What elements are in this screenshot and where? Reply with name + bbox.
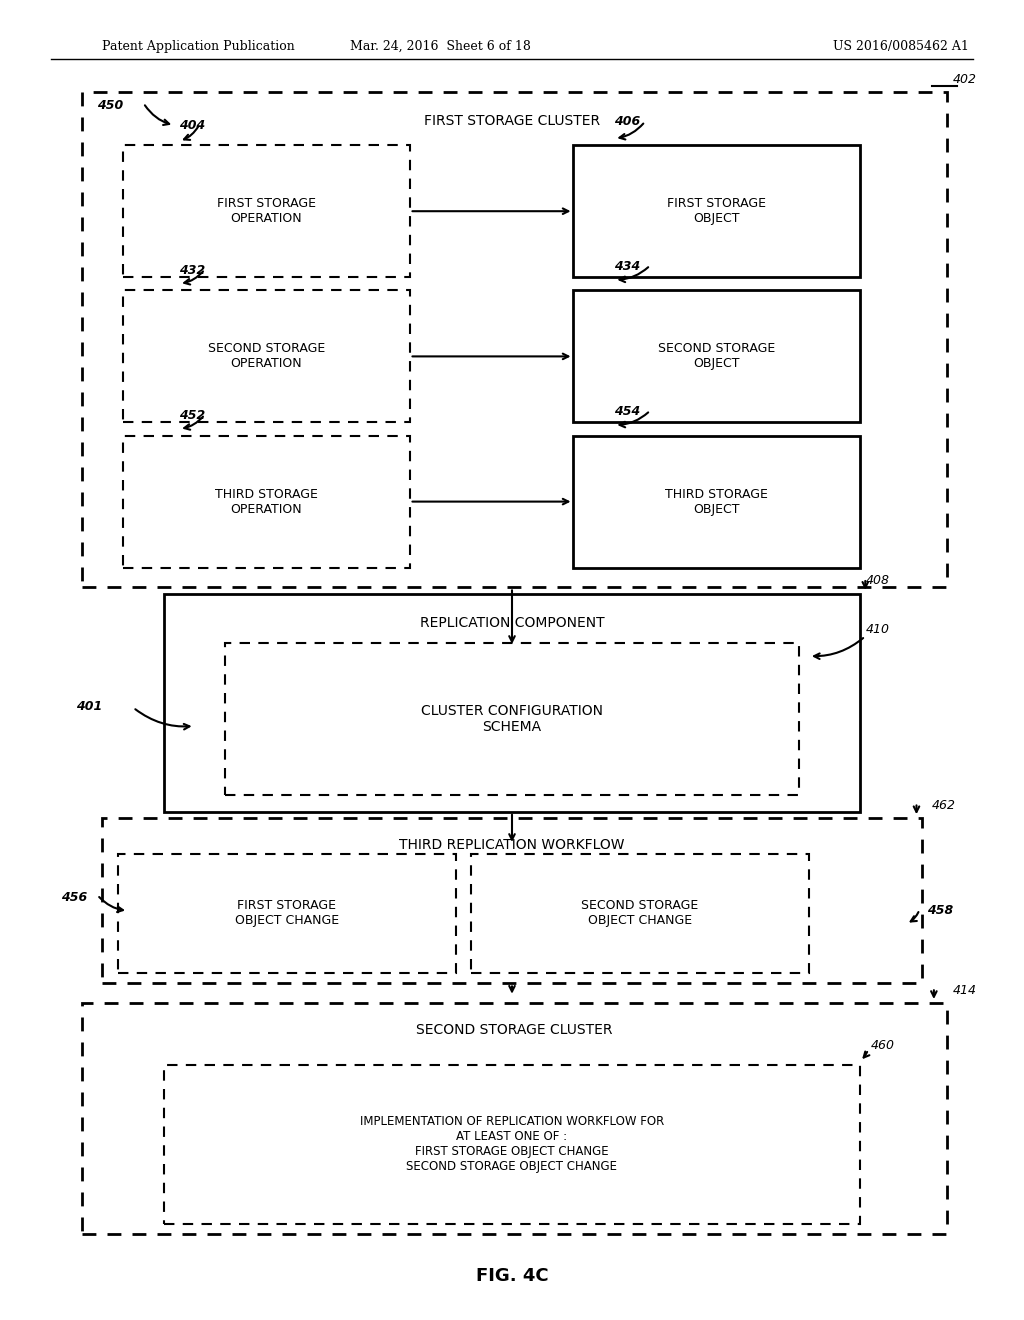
Text: 458: 458: [927, 904, 953, 917]
Text: FIRST STORAGE CLUSTER: FIRST STORAGE CLUSTER: [424, 115, 600, 128]
Text: THIRD STORAGE
OBJECT: THIRD STORAGE OBJECT: [666, 487, 768, 516]
Text: 404: 404: [179, 119, 206, 132]
Text: FIRST STORAGE
OPERATION: FIRST STORAGE OPERATION: [217, 197, 315, 226]
Text: 414: 414: [952, 983, 976, 997]
Text: 434: 434: [614, 260, 641, 273]
Text: 452: 452: [179, 409, 206, 422]
Bar: [573, 290, 860, 422]
Text: FIRST STORAGE
OBJECT: FIRST STORAGE OBJECT: [668, 197, 766, 226]
Bar: [471, 854, 809, 973]
Bar: [123, 145, 410, 277]
Bar: [164, 594, 860, 812]
Bar: [82, 92, 947, 587]
Text: 410: 410: [865, 623, 889, 636]
Text: 454: 454: [614, 405, 641, 418]
Text: REPLICATION COMPONENT: REPLICATION COMPONENT: [420, 616, 604, 630]
Bar: [102, 818, 922, 983]
Bar: [123, 436, 410, 568]
Text: IMPLEMENTATION OF REPLICATION WORKFLOW FOR
AT LEAST ONE OF :
FIRST STORAGE OBJEC: IMPLEMENTATION OF REPLICATION WORKFLOW F…: [359, 1115, 665, 1173]
Text: Mar. 24, 2016  Sheet 6 of 18: Mar. 24, 2016 Sheet 6 of 18: [350, 40, 530, 53]
Text: 462: 462: [932, 799, 955, 812]
Text: CLUSTER CONFIGURATION
SCHEMA: CLUSTER CONFIGURATION SCHEMA: [421, 704, 603, 734]
Text: FIG. 4C: FIG. 4C: [476, 1267, 548, 1286]
Text: SECOND STORAGE CLUSTER: SECOND STORAGE CLUSTER: [417, 1023, 612, 1036]
Text: 401: 401: [76, 700, 102, 713]
Text: 402: 402: [952, 73, 976, 86]
Bar: [573, 436, 860, 568]
Bar: [123, 290, 410, 422]
Bar: [573, 145, 860, 277]
Text: 432: 432: [179, 264, 206, 277]
Text: 460: 460: [870, 1039, 894, 1052]
Text: Patent Application Publication: Patent Application Publication: [102, 40, 295, 53]
Text: 408: 408: [865, 574, 889, 587]
Bar: [82, 1003, 947, 1234]
Text: FIRST STORAGE
OBJECT CHANGE: FIRST STORAGE OBJECT CHANGE: [234, 899, 339, 928]
Bar: [225, 643, 799, 795]
Text: US 2016/0085462 A1: US 2016/0085462 A1: [834, 40, 969, 53]
Bar: [118, 854, 456, 973]
Bar: [164, 1065, 860, 1224]
Text: THIRD REPLICATION WORKFLOW: THIRD REPLICATION WORKFLOW: [399, 838, 625, 851]
Text: SECOND STORAGE
OPERATION: SECOND STORAGE OPERATION: [208, 342, 325, 371]
Text: 406: 406: [614, 115, 641, 128]
Text: 450: 450: [96, 99, 123, 112]
Text: SECOND STORAGE
OBJECT CHANGE: SECOND STORAGE OBJECT CHANGE: [582, 899, 698, 928]
Text: 456: 456: [60, 891, 87, 904]
Text: SECOND STORAGE
OBJECT: SECOND STORAGE OBJECT: [658, 342, 775, 371]
Text: THIRD STORAGE
OPERATION: THIRD STORAGE OPERATION: [215, 487, 317, 516]
